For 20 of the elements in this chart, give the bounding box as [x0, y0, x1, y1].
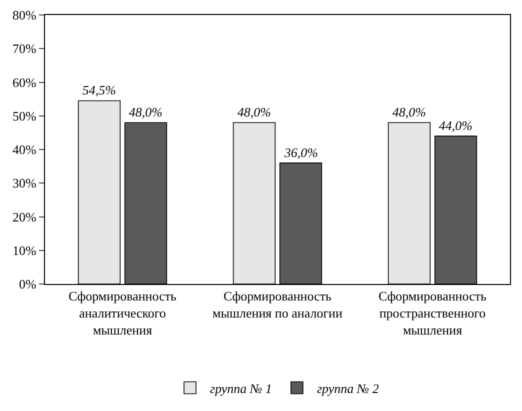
data-label: 36,0% — [283, 144, 318, 160]
x-tick-label: Сформированность мышления по аналогии — [212, 288, 342, 320]
y-tick-label: 50% — [12, 108, 37, 124]
y-tick-label: 20% — [12, 209, 37, 224]
y-tick-label: 60% — [12, 74, 37, 90]
legend-label: группа № 1 — [210, 380, 272, 396]
data-label: 54,5% — [82, 82, 116, 98]
data-label: 44,0% — [438, 118, 473, 134]
y-tick-label: 10% — [12, 242, 37, 258]
y-tick-label: 80% — [12, 8, 37, 23]
y-tick-label: 40% — [12, 142, 37, 158]
data-label: 48,0% — [237, 104, 272, 120]
x-tick-label: Сформированность аналитического мышления — [68, 288, 177, 338]
y-tick-label: 30% — [12, 176, 37, 191]
y-tick-label: 0% — [19, 276, 37, 292]
y-tick-label: 70% — [12, 41, 37, 56]
data-label: 48,0% — [128, 104, 163, 120]
data-label: 48,0% — [392, 104, 426, 120]
legend-label: группа № 2 — [316, 380, 380, 396]
x-tick-label: Сформированность пространственного мышления — [378, 288, 487, 338]
